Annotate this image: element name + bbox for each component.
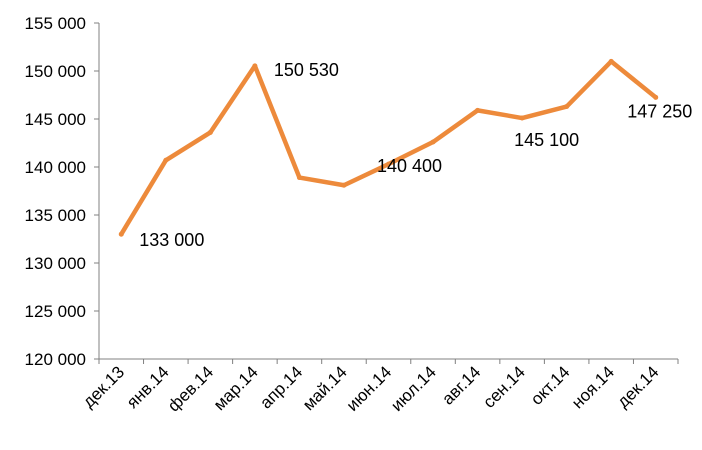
y-tick-label: 140 000: [25, 158, 86, 177]
data-point: [564, 104, 570, 110]
x-tick-label: янв.14: [123, 362, 173, 412]
data-label: 140 400: [377, 156, 442, 176]
data-point: [118, 231, 124, 237]
x-tick-label: дек.13: [79, 362, 128, 411]
data-point: [608, 58, 614, 64]
x-axis-ticks: дек.13янв.14фев.14мар.14апр.14май.14июн.…: [79, 359, 679, 416]
y-tick-label: 150 000: [25, 62, 86, 81]
x-tick-label: дек.14: [613, 362, 662, 411]
data-label: 133 000: [139, 230, 204, 250]
data-point: [341, 182, 347, 188]
data-label: 147 250: [627, 101, 692, 121]
x-tick-label: фев.14: [164, 362, 217, 415]
data-labels-layer: 133 000 150 530 140 400 145 100 147 250: [139, 60, 692, 250]
data-point: [207, 129, 213, 135]
y-tick-label: 120 000: [25, 350, 86, 369]
chart-axes: [98, 23, 678, 360]
x-tick-label: ноя.14: [568, 362, 618, 412]
x-tick-label: окт.14: [527, 362, 573, 408]
data-point: [296, 175, 302, 181]
x-tick-label: апр.14: [256, 362, 306, 412]
series-layer: [118, 58, 659, 237]
y-axis-ticks: 120 000 125 000 130 000 135 000 140 000 145 0…: [25, 14, 99, 369]
data-point: [163, 157, 169, 163]
data-label: 145 100: [514, 130, 579, 150]
data-point: [475, 107, 481, 113]
data-point: [386, 161, 391, 167]
x-tick-label: июл.14: [387, 362, 440, 415]
data-point: [653, 94, 659, 100]
data-point: [519, 115, 525, 121]
y-tick-label: 145 000: [25, 110, 86, 129]
x-tick-label: мар.14: [210, 362, 262, 414]
x-tick-label: авг.14: [438, 362, 484, 408]
y-tick-label: 135 000: [25, 206, 86, 225]
data-point: [252, 63, 258, 69]
x-tick-label: май.14: [299, 362, 351, 414]
y-tick-label: 125 000: [25, 302, 86, 321]
data-label: 150 530: [274, 60, 339, 80]
x-tick-label: сен.14: [479, 362, 528, 411]
y-tick-label: 155 000: [25, 14, 86, 33]
data-point: [430, 139, 436, 145]
y-tick-label: 130 000: [25, 254, 86, 273]
x-tick-label: июн.14: [343, 362, 396, 415]
